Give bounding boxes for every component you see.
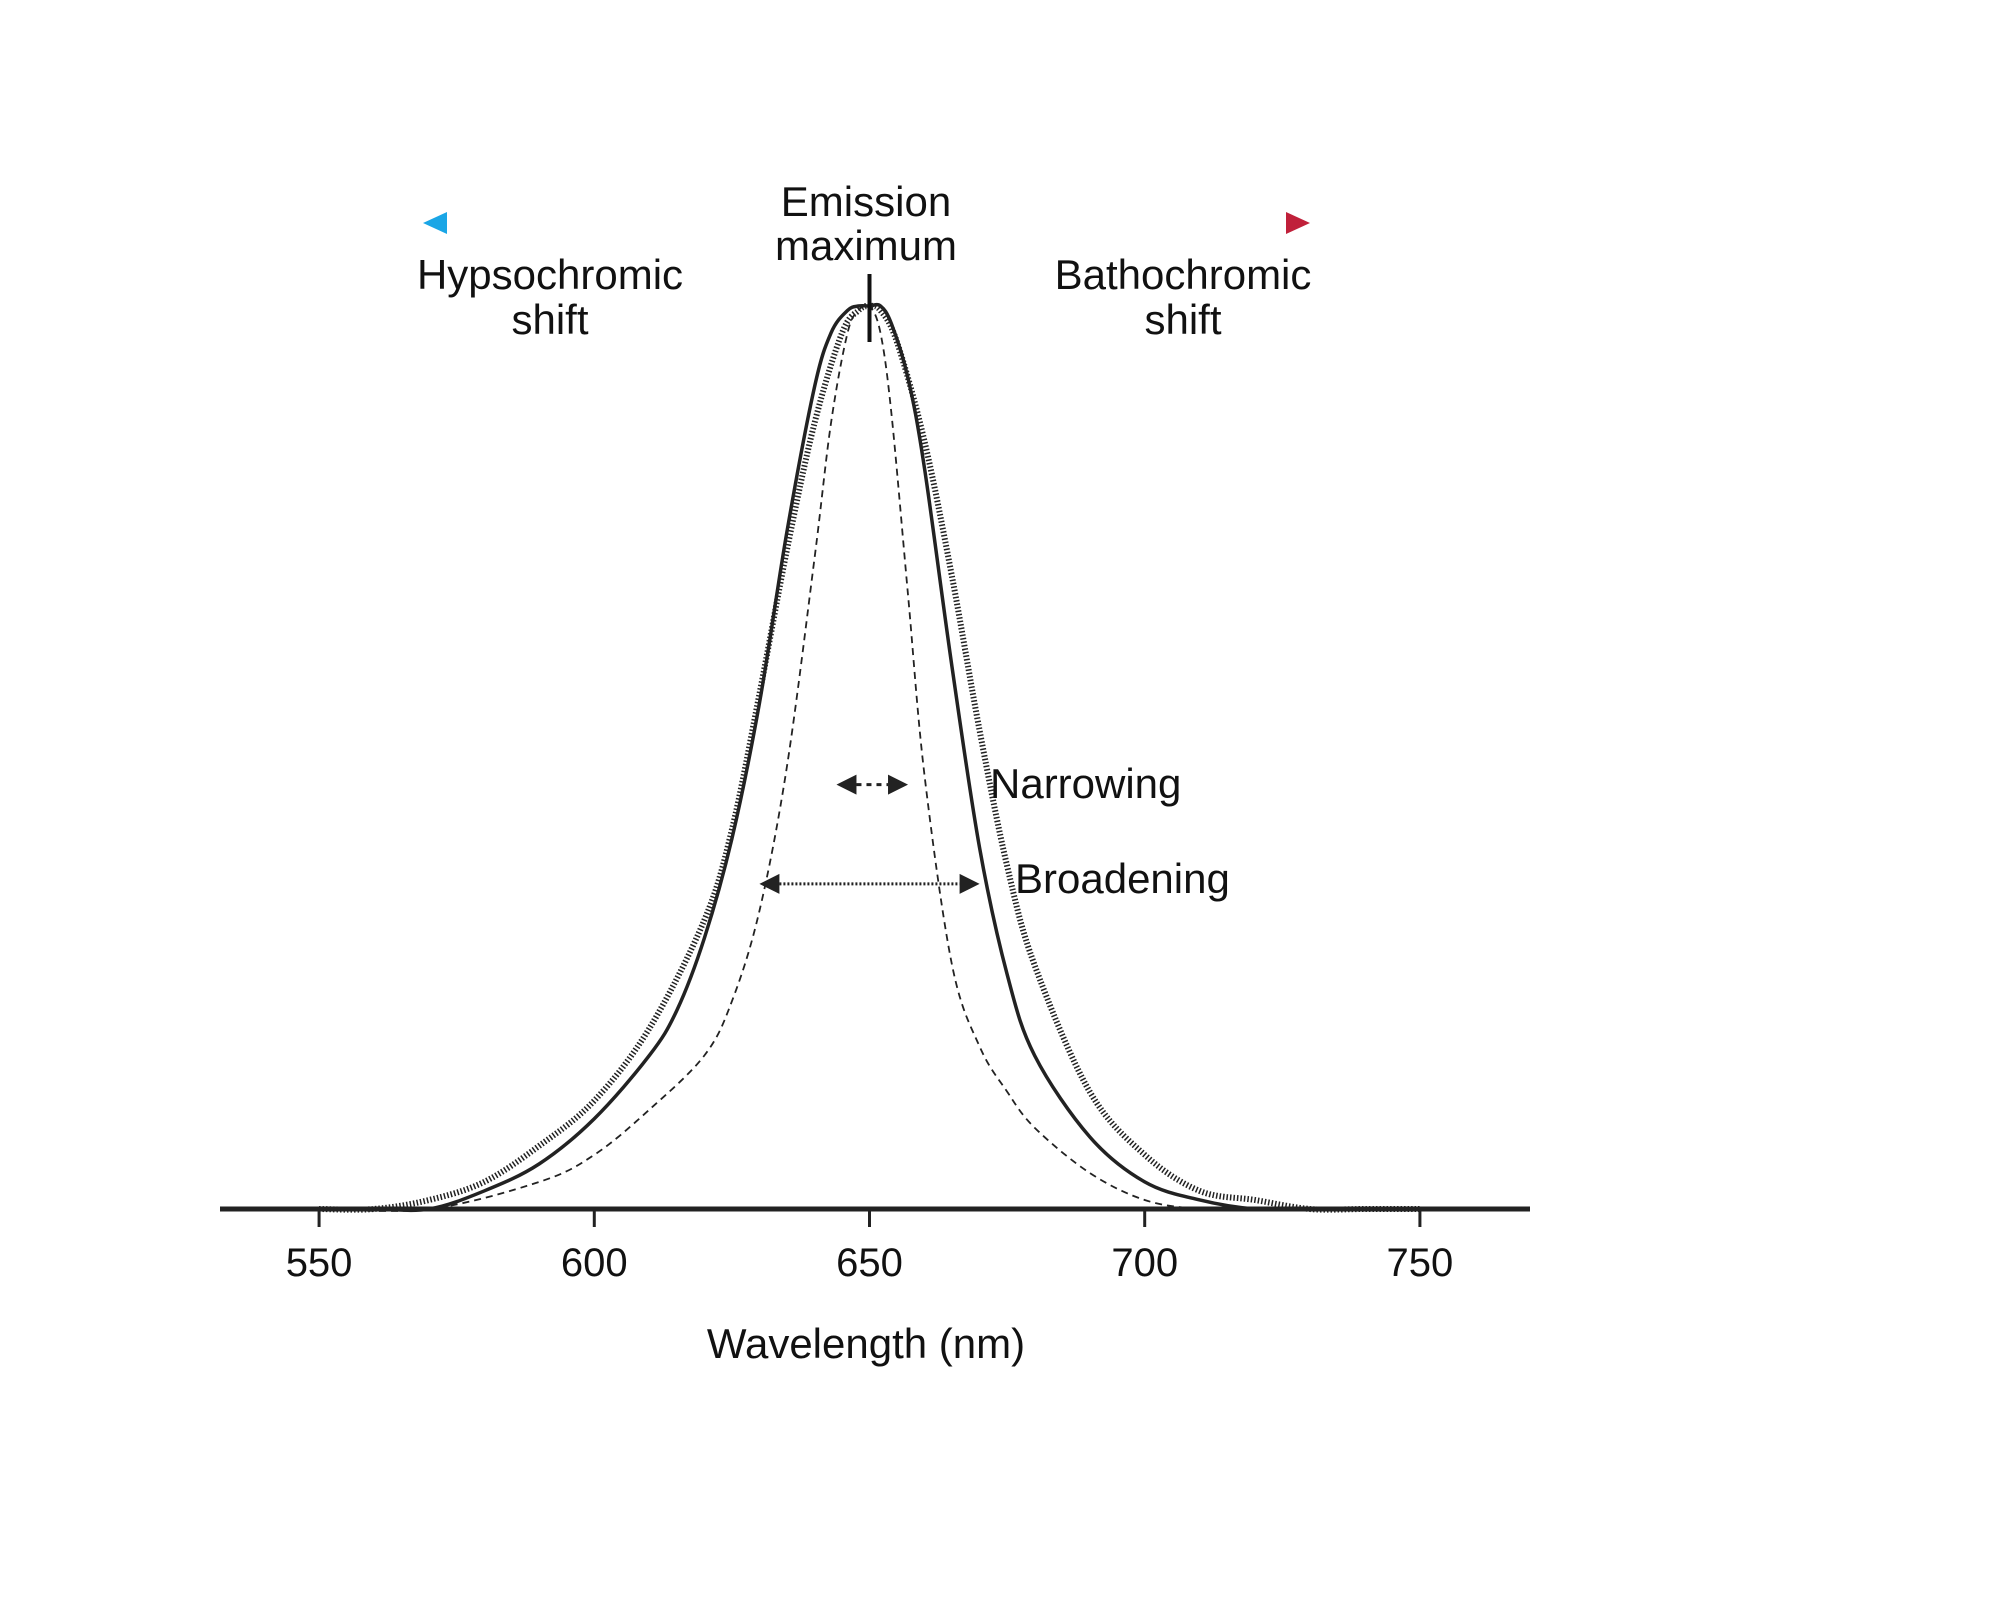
emission-maximum-label-line1: Emission <box>781 178 951 225</box>
arrow-head-left <box>836 774 857 795</box>
arrow-head-right <box>888 774 909 795</box>
spectrum-curve-dotted <box>319 302 1420 1213</box>
bathochromic-arrow-head <box>1286 212 1310 234</box>
curves-layer <box>319 302 1420 1213</box>
x-tick-label: 600 <box>561 1241 628 1285</box>
x-tick-label: 550 <box>286 1241 353 1285</box>
broadening-arrow <box>759 873 980 894</box>
narrowing-label: Narrowing <box>990 760 1181 807</box>
x-axis-label: Wavelength (nm) <box>707 1320 1025 1367</box>
x-tick-label: 700 <box>1111 1241 1178 1285</box>
arrow-head-left <box>759 873 780 894</box>
spectrum-curve-solid <box>319 302 1420 1213</box>
spectrum-curve-dashed <box>319 303 1420 1212</box>
hypsochromic-label-line2: shift <box>511 296 588 343</box>
arrow-head-right <box>959 873 980 894</box>
narrowing-arrow <box>836 774 909 795</box>
bathochromic-label-line1: Bathochromic <box>1055 251 1312 298</box>
hypsochromic-label-line1: Hypsochromic <box>417 251 683 298</box>
x-tick-label: 650 <box>836 1241 903 1285</box>
hypsochromic-arrow-head <box>423 212 447 234</box>
broadening-label: Broadening <box>1015 855 1230 902</box>
x-ticks-layer: 550 600 650 700 750 <box>286 1209 1454 1285</box>
bathochromic-label-line2: shift <box>1144 296 1221 343</box>
emission-maximum-label-line2: maximum <box>775 222 957 269</box>
x-tick-label: 750 <box>1387 1241 1454 1285</box>
